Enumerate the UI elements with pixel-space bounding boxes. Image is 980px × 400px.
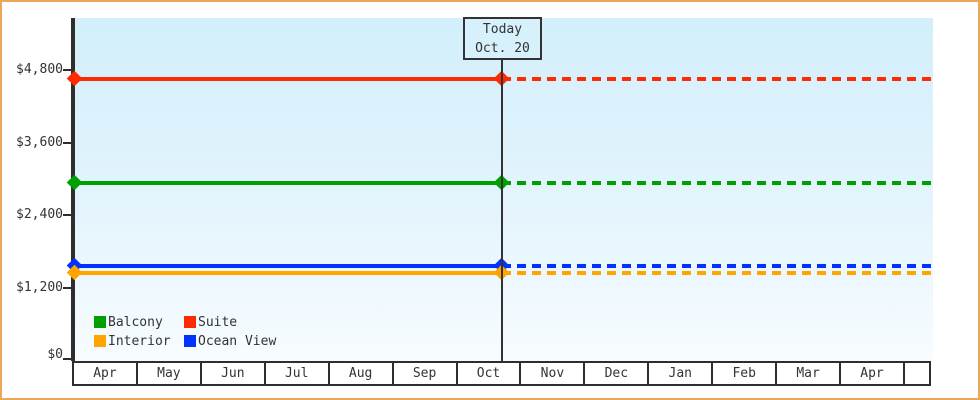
month-cell-mar: Mar (777, 363, 842, 384)
legend-swatch-suite (184, 316, 196, 328)
today-label: Today (482, 22, 523, 37)
legend-label-suite: Suite (198, 314, 238, 330)
balcony-marker-start (66, 174, 83, 191)
month-cell-sep: Sep (394, 363, 458, 384)
series-line-interior-solid (75, 271, 502, 275)
legend-item-balcony: Balcony (94, 314, 163, 330)
month-cell-may: May (138, 363, 202, 384)
month-cell-aug: Aug (330, 363, 394, 384)
month-cell-apr: Apr (74, 363, 138, 384)
legend-label-interior: Interior (108, 333, 171, 349)
series-line-suite-solid (75, 77, 502, 81)
y-tick-mark (63, 142, 71, 144)
legend-swatch-balcony (94, 316, 106, 328)
legend-swatch-ocean-view (184, 335, 196, 347)
y-tick-label: $0 (47, 347, 63, 362)
series-line-suite-dashed (502, 77, 933, 81)
legend-item-suite: Suite (184, 314, 238, 330)
series-line-balcony-dashed (502, 181, 933, 185)
month-cell-apr2: Apr (841, 363, 905, 384)
y-tick-mark (63, 69, 71, 71)
today-annotation-box: Today Oct. 20 (463, 17, 542, 60)
today-date: Oct. 20 (475, 41, 530, 56)
y-tick-mark (63, 287, 71, 289)
month-cell-empty (905, 363, 929, 384)
legend-item-interior: Interior (94, 333, 171, 349)
series-line-ocean-view-dashed (502, 264, 933, 268)
legend-item-ocean-view: Ocean View (184, 333, 277, 349)
series-line-interior-dashed (502, 271, 933, 275)
legend-swatch-interior (94, 335, 106, 347)
month-cell-oct: Oct (458, 363, 522, 384)
series-line-balcony-solid (75, 181, 502, 185)
y-tick-label: $1,200 (16, 280, 63, 295)
today-vertical-line (501, 58, 503, 361)
month-cell-jul: Jul (266, 363, 330, 384)
plot-area: Today Oct. 20 Balcony Suite Interior Oce… (66, 17, 933, 361)
month-cell-nov: Nov (521, 363, 586, 384)
y-tick-label: $3,600 (16, 135, 63, 150)
month-cell-feb: Feb (713, 363, 778, 384)
y-tick-label: $4,800 (16, 62, 63, 77)
suite-marker-start (66, 70, 83, 87)
legend-label-balcony: Balcony (108, 314, 163, 330)
series-line-ocean-view-solid (75, 264, 502, 268)
legend-label-ocean-view: Ocean View (198, 333, 277, 349)
y-tick-label: $2,400 (16, 207, 63, 222)
month-cell-jun: Jun (202, 363, 266, 384)
month-cell-dec: Dec (585, 363, 650, 384)
y-tick-mark (63, 214, 71, 216)
y-tick-mark (63, 358, 71, 360)
month-cell-jan: Jan (649, 363, 714, 384)
x-axis-month-strip: Apr May Jun Jul Aug Sep Oct Nov Dec Jan … (72, 361, 931, 386)
